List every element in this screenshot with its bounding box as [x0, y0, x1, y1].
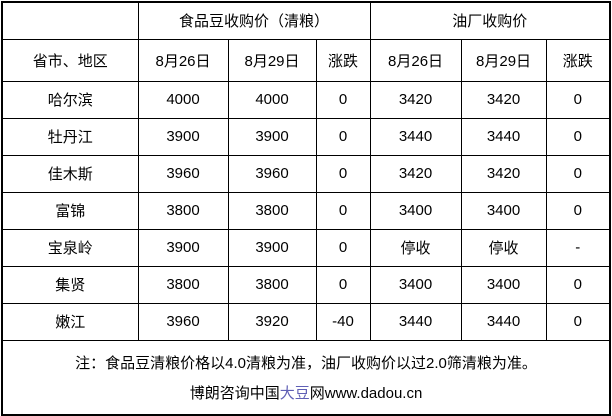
- group-header-oil-plant: 油厂收购价: [369, 1, 611, 40]
- footer-cell: 注：食品豆清粮价格以4.0清粮为准，油厂收购价以过2.0筛清粮为准。 博朗咨询中…: [1, 339, 611, 416]
- food-price-aug26: 3900: [137, 228, 229, 267]
- oil-price-aug29: 停收: [460, 228, 547, 267]
- column-header-food-aug29: 8月29日: [227, 38, 317, 82]
- column-header-oil-change: 涨跌: [545, 38, 611, 82]
- footer-content: 注：食品豆清粮价格以4.0清粮为准，油厂收购价以过2.0筛清粮为准。 博朗咨询中…: [3, 352, 609, 403]
- column-header-region: 省市、地区: [1, 38, 139, 82]
- oil-price-aug29: 3400: [460, 191, 547, 230]
- oil-price-change: 0: [545, 191, 611, 230]
- table-row-fujin: 富锦 3800 3800 0 3400 3400 0: [1, 191, 611, 230]
- source-line: 博朗咨询中国大豆网www.dadou.cn: [190, 382, 423, 403]
- food-price-change: 0: [315, 191, 371, 230]
- food-price-aug26: 3800: [137, 191, 229, 230]
- oil-price-aug29: 3400: [460, 265, 547, 304]
- oil-price-aug26: 3420: [369, 80, 462, 119]
- dadou-link[interactable]: 大豆: [279, 384, 310, 402]
- oil-price-aug26: 3420: [369, 154, 462, 193]
- oil-price-aug29: 3440: [460, 117, 547, 156]
- food-price-change: 0: [315, 265, 371, 304]
- oil-price-aug26: 3440: [369, 302, 462, 341]
- table-row-nenjiang: 嫩江 3960 3920 -40 3440 3440 0: [1, 302, 611, 341]
- oil-price-aug29: 3420: [460, 154, 547, 193]
- food-price-aug29: 3800: [227, 191, 317, 230]
- food-price-change: 0: [315, 117, 371, 156]
- oil-price-aug29: 3420: [460, 80, 547, 119]
- source-prefix: 博朗咨询中国: [189, 384, 280, 402]
- oil-price-aug26: 停收: [369, 228, 462, 267]
- region-name: 嫩江: [1, 302, 139, 341]
- food-price-change: 0: [315, 228, 371, 267]
- footer-row: 注：食品豆清粮价格以4.0清粮为准，油厂收购价以过2.0筛清粮为准。 博朗咨询中…: [1, 339, 611, 416]
- region-name: 宝泉岭: [1, 228, 139, 267]
- oil-price-change: 0: [545, 265, 611, 304]
- column-header-oil-aug26: 8月26日: [369, 38, 462, 82]
- oil-price-change: -: [545, 228, 611, 267]
- source-suffix: 网www.dadou.cn: [309, 384, 423, 402]
- food-price-aug26: 3900: [137, 117, 229, 156]
- region-name: 牡丹江: [1, 117, 139, 156]
- food-price-change: -40: [315, 302, 371, 341]
- food-price-change: 0: [315, 154, 371, 193]
- food-price-aug26: 3800: [137, 265, 229, 304]
- food-price-aug26: 3960: [137, 302, 229, 341]
- price-note: 注：食品豆清粮价格以4.0清粮为准，油厂收购价以过2.0筛清粮为准。: [75, 354, 537, 372]
- corner-cell: [1, 1, 139, 40]
- food-price-aug26: 4000: [137, 80, 229, 119]
- group-header-food-bean: 食品豆收购价（清粮）: [137, 1, 371, 40]
- region-name: 哈尔滨: [1, 80, 139, 119]
- table-row-baoquanling: 宝泉岭 3900 3900 0 停收 停收 -: [1, 228, 611, 267]
- food-price-aug26: 3960: [137, 154, 229, 193]
- oil-price-aug26: 3440: [369, 117, 462, 156]
- column-header-food-change: 涨跌: [315, 38, 371, 82]
- group-header-row: 食品豆收购价（清粮） 油厂收购价: [1, 1, 611, 40]
- column-header-row: 省市、地区 8月26日 8月29日 涨跌 8月26日 8月29日 涨跌: [1, 38, 611, 82]
- region-name: 富锦: [1, 191, 139, 230]
- table-row-jiamusi: 佳木斯 3960 3960 0 3420 3420 0: [1, 154, 611, 193]
- region-name: 佳木斯: [1, 154, 139, 193]
- food-price-aug29: 4000: [227, 80, 317, 119]
- oil-price-aug29: 3440: [460, 302, 547, 341]
- oil-price-aug26: 3400: [369, 265, 462, 304]
- column-header-oil-aug29: 8月29日: [460, 38, 547, 82]
- food-price-aug29: 3920: [227, 302, 317, 341]
- table-row-harbin: 哈尔滨 4000 4000 0 3420 3420 0: [1, 80, 611, 119]
- food-price-aug29: 3900: [227, 117, 317, 156]
- column-header-food-aug26: 8月26日: [137, 38, 229, 82]
- table-row-mudanjiang: 牡丹江 3900 3900 0 3440 3440 0: [1, 117, 611, 156]
- food-price-change: 0: [315, 80, 371, 119]
- region-name: 集贤: [1, 265, 139, 304]
- table-row-jixian: 集贤 3800 3800 0 3400 3400 0: [1, 265, 611, 304]
- oil-price-change: 0: [545, 302, 611, 341]
- oil-price-aug26: 3400: [369, 191, 462, 230]
- oil-price-change: 0: [545, 80, 611, 119]
- oil-price-change: 0: [545, 154, 611, 193]
- oil-price-change: 0: [545, 117, 611, 156]
- food-price-aug29: 3800: [227, 265, 317, 304]
- food-price-aug29: 3900: [227, 228, 317, 267]
- food-price-aug29: 3960: [227, 154, 317, 193]
